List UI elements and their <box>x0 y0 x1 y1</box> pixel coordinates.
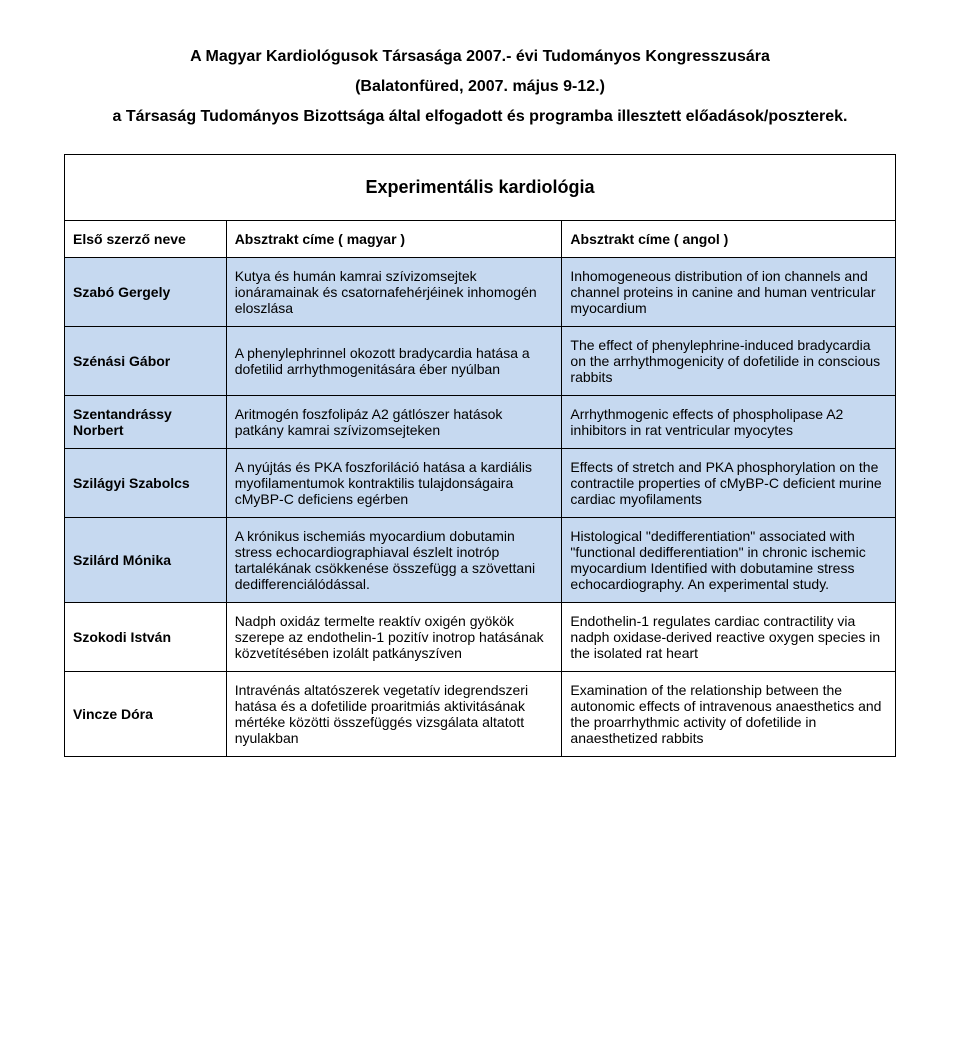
abstract-hu-cell: Intravénás altatószerek vegetatív idegre… <box>226 672 562 757</box>
abstract-en-cell: The effect of phenylephrine-induced brad… <box>562 327 896 396</box>
table-row: Szilárd Mónika A krónikus ischemiás myoc… <box>65 518 896 603</box>
table-row: Szilágyi Szabolcs A nyújtás és PKA foszf… <box>65 449 896 518</box>
author-cell: Vincze Dóra <box>65 672 227 757</box>
abstract-en-cell: Endothelin-1 regulates cardiac contracti… <box>562 603 896 672</box>
abstract-hu-cell: A phenylephrinnel okozott bradycardia ha… <box>226 327 562 396</box>
abstract-en-cell: Examination of the relationship between … <box>562 672 896 757</box>
abstract-hu-cell: A krónikus ischemiás myocardium dobutami… <box>226 518 562 603</box>
title-line-3: a Társaság Tudományos Bizottsága által e… <box>64 108 896 126</box>
abstract-en-cell: Inhomogeneous distribution of ion channe… <box>562 258 896 327</box>
author-cell: Szilárd Mónika <box>65 518 227 603</box>
abstract-hu-cell: A nyújtás és PKA foszforiláció hatása a … <box>226 449 562 518</box>
section-header-row: Experimentális kardiológia <box>65 155 896 221</box>
author-cell: Szabó Gergely <box>65 258 227 327</box>
author-cell: Szénási Gábor <box>65 327 227 396</box>
abstract-en-cell: Effects of stretch and PKA phosphorylati… <box>562 449 896 518</box>
table-row: Vincze Dóra Intravénás altatószerek vege… <box>65 672 896 757</box>
abstract-hu-cell: Aritmogén foszfolipáz A2 gátlószer hatás… <box>226 396 562 449</box>
document-title-block: A Magyar Kardiológusok Társasága 2007.- … <box>64 48 896 126</box>
author-cell: Szokodi István <box>65 603 227 672</box>
abstract-en-cell: Histological "dedifferentiation" associa… <box>562 518 896 603</box>
title-line-2: (Balatonfüred, 2007. május 9-12.) <box>64 78 896 96</box>
col-header-hu: Absztrakt címe ( magyar ) <box>226 221 562 258</box>
abstract-en-cell: Arrhythmogenic effects of phospholipase … <box>562 396 896 449</box>
abstract-hu-cell: Kutya és humán kamrai szívizomsejtek ion… <box>226 258 562 327</box>
abstract-hu-cell: Nadph oxidáz termelte reaktív oxigén gyö… <box>226 603 562 672</box>
section-title: Experimentális kardiológia <box>65 155 896 221</box>
col-header-en: Absztrakt címe ( angol ) <box>562 221 896 258</box>
table-row: Szabó Gergely Kutya és humán kamrai szív… <box>65 258 896 327</box>
table-row: Szentandrássy Norbert Aritmogén foszfoli… <box>65 396 896 449</box>
author-cell: Szentandrássy Norbert <box>65 396 227 449</box>
author-cell: Szilágyi Szabolcs <box>65 449 227 518</box>
column-header-row: Első szerző neve Absztrakt címe ( magyar… <box>65 221 896 258</box>
abstracts-table: Experimentális kardiológia Első szerző n… <box>64 154 896 757</box>
table-row: Szénási Gábor A phenylephrinnel okozott … <box>65 327 896 396</box>
col-header-author: Első szerző neve <box>65 221 227 258</box>
title-line-1: A Magyar Kardiológusok Társasága 2007.- … <box>64 48 896 66</box>
table-row: Szokodi István Nadph oxidáz termelte rea… <box>65 603 896 672</box>
